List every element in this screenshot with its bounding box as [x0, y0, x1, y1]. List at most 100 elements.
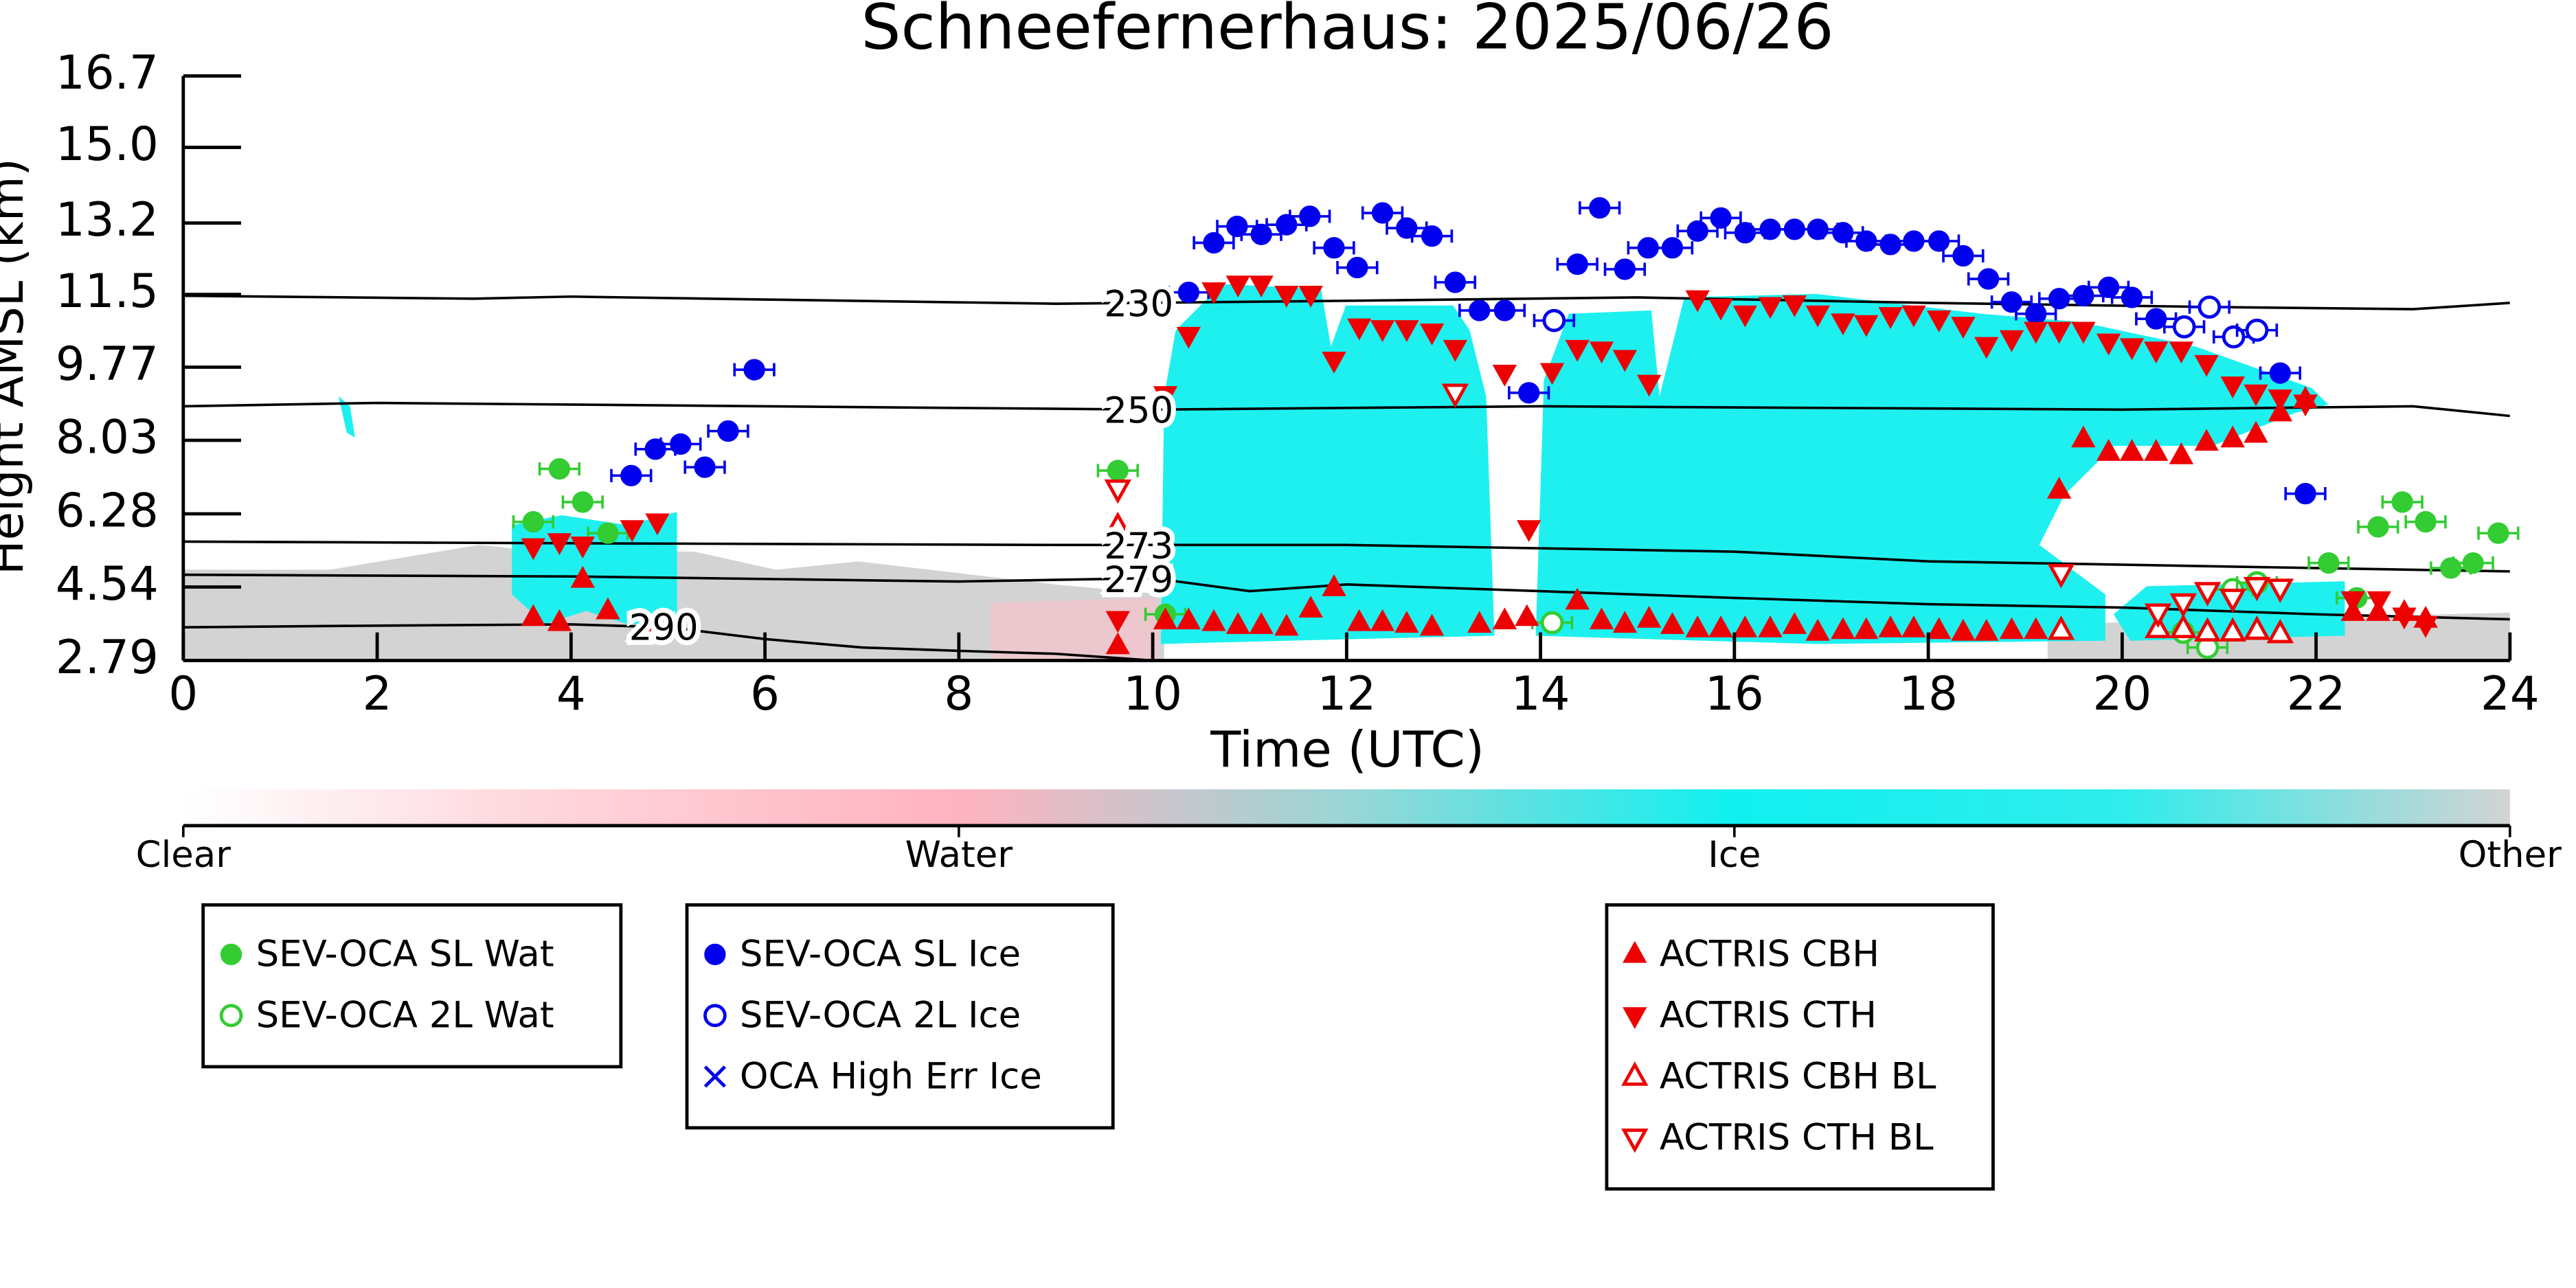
data-point [2194, 354, 2219, 377]
marker-shape [1685, 615, 1710, 637]
data-point [2392, 607, 2417, 630]
marker-shape [2121, 286, 2143, 308]
data-point [2284, 483, 2327, 505]
marker-shape [1539, 363, 1565, 385]
marker-shape [1274, 613, 1299, 636]
marker-shape [2392, 607, 2417, 630]
marker-shape [1515, 604, 1539, 626]
data-point [2169, 442, 2194, 464]
marker-shape [1201, 609, 1226, 631]
data-point [2244, 420, 2268, 443]
data-point [1225, 275, 1250, 298]
marker-shape [2266, 578, 2294, 603]
marker-shape [1623, 1007, 1647, 1030]
marker-shape [1298, 596, 1323, 618]
marker-shape [2197, 295, 2222, 319]
contour-label: 273 [1104, 526, 1173, 567]
data-point [1685, 290, 1710, 313]
data-point [538, 457, 581, 480]
marker-shape [1540, 611, 1564, 635]
data-point [1322, 574, 1346, 596]
contour-label: 290 [629, 607, 699, 648]
marker-shape [2413, 615, 2438, 638]
marker-shape [1176, 607, 1201, 630]
data-point [1516, 520, 1541, 543]
data-point [2046, 321, 2072, 344]
data-point [1533, 308, 1575, 332]
marker-shape [522, 511, 544, 533]
marker-shape [645, 513, 670, 536]
marker-shape [2269, 362, 2292, 384]
marker-shape [1225, 612, 1250, 634]
marker-shape [1807, 218, 1829, 240]
data-point [1990, 291, 2033, 313]
legends: SEV-OCA SL Wat SEV-OCA 2L Wat SEV-OCA SL I… [201, 903, 1995, 1191]
data-point [1974, 337, 1999, 359]
x-tick-label: 2 [363, 667, 392, 721]
x-tick-label: 10 [1123, 667, 1182, 721]
data-point [2169, 613, 2197, 638]
marker-shape [2048, 288, 2070, 310]
marker-shape [1298, 285, 1323, 308]
marker-shape [1566, 253, 1588, 275]
data-point [1805, 618, 1830, 641]
marker-shape [1153, 386, 1178, 408]
marker-shape [1623, 940, 1647, 963]
marker-shape [1636, 605, 1662, 628]
data-point [570, 536, 595, 558]
marker-shape [1612, 611, 1638, 633]
data-point [1274, 285, 1299, 308]
data-point [596, 597, 620, 620]
data-point [1660, 612, 1685, 634]
marker-shape [1710, 207, 1732, 229]
marker-shape [717, 420, 739, 442]
data-point [1298, 285, 1323, 308]
marker-shape [1518, 382, 1540, 404]
colorbar-label: Ice [1708, 834, 1761, 876]
data-point [1612, 350, 1638, 372]
data-point [1917, 230, 1961, 252]
marker-shape [2097, 276, 2120, 298]
data-point [659, 433, 702, 455]
y-tick-label: 4.54 [56, 557, 159, 611]
data-point [1565, 587, 1590, 610]
marker-shape [1153, 607, 1178, 630]
data-point [1854, 617, 1879, 640]
data-point [1603, 258, 1647, 280]
marker-shape [704, 943, 726, 966]
y-tick-label: 8.03 [56, 411, 159, 464]
marker-shape [2047, 563, 2075, 589]
colorbar-label: Other [2459, 834, 2562, 876]
data-point [1926, 310, 1952, 332]
data-point [547, 533, 572, 556]
legend-marker [219, 1004, 243, 1028]
marker-shape [1419, 324, 1445, 346]
marker-shape [2220, 376, 2245, 398]
marker-shape [1276, 214, 1298, 236]
data-point [1443, 339, 1468, 362]
marker-shape [703, 1004, 727, 1028]
data-point [2110, 286, 2154, 308]
legend-marker [703, 1065, 726, 1088]
data-point [1419, 324, 1445, 346]
marker-shape [1855, 230, 1877, 252]
legend-marker [1621, 1128, 1649, 1153]
data-point [2024, 321, 2048, 344]
marker-shape [1201, 282, 1226, 304]
marker-shape [1732, 615, 1758, 637]
data-point [1441, 383, 1469, 408]
marker-shape [2222, 325, 2246, 349]
data-point [1104, 479, 1131, 504]
data-point [1201, 282, 1226, 304]
marker-shape [694, 456, 716, 478]
data-point [1556, 253, 1598, 275]
marker-shape [2245, 318, 2269, 342]
data-point [1370, 609, 1395, 631]
cloud-ice [338, 396, 355, 438]
legend-marker [703, 1004, 727, 1028]
x-tick-label: 4 [556, 667, 586, 721]
marker-shape [1370, 609, 1395, 631]
marker-shape [2024, 617, 2048, 640]
marker-shape [2243, 576, 2271, 602]
contour-label: 230 [1104, 284, 1173, 326]
